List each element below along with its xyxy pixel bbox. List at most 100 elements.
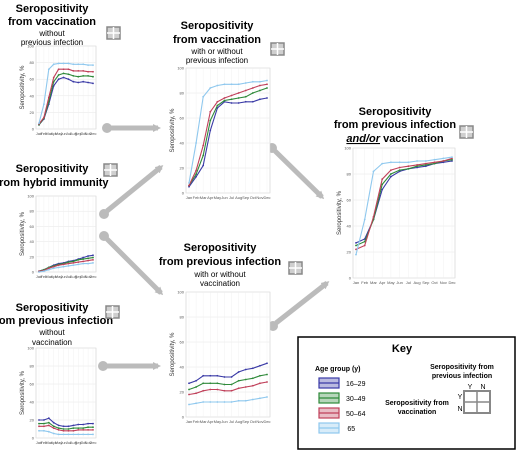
data-point [209,374,212,377]
data-point [230,401,233,403]
data-point [67,78,70,81]
data-point [244,100,247,103]
x-tick-label: Jan [36,274,42,279]
data-point [87,74,89,77]
panel-title: Seropositivity [16,163,90,175]
data-point [209,119,212,122]
x-tick-label: Dec [263,419,270,424]
arrow-origin-dot [99,209,109,219]
data-point [87,426,89,429]
y-tick-label: 100 [27,194,34,199]
data-point [62,72,65,75]
data-point [259,397,261,400]
data-point [266,79,268,82]
data-point [38,271,40,273]
data-point [237,399,240,402]
data-point [398,166,401,169]
data-point [77,433,80,436]
panel-inf-no-vacc: Seropositivity from previous infection w… [0,302,120,445]
data-point [57,427,60,429]
data-point [230,94,233,97]
data-point [72,63,75,66]
x-tick-label: Aug [70,131,77,136]
x-tick-label: Jan [186,195,192,200]
data-point [87,259,89,262]
chart-inf-any: 0 20 40 60 80 100 Jan Feb Mar Apr May Jun Jul Aug Sep O… [170,290,271,425]
data-point [209,110,212,113]
data-point [52,432,55,435]
data-point [251,92,254,94]
data-point [188,184,190,187]
data-point [209,87,212,89]
data-point [62,429,65,432]
data-point [52,267,55,270]
data-point [92,256,94,259]
series-line [188,97,268,188]
panel-title-line2: from previous infection [334,119,457,131]
y-tick-label: 40 [30,93,35,98]
data-point [216,388,219,391]
x-tick-label: Sep [75,440,83,445]
y-tick-label: 20 [30,254,35,259]
data-point [43,103,45,105]
data-point [77,63,80,66]
data-point [62,263,65,266]
x-tick-label: Dec [89,274,96,279]
data-point [67,429,70,432]
plot-area [352,147,456,279]
data-point [77,75,80,78]
key-quadrant-grid [463,390,491,414]
data-point [266,97,268,99]
data-point [202,374,205,377]
data-point [72,80,75,83]
panel-title: Seropositivity [16,3,90,15]
key-box: Key Age group (y) 16–29 30–49 50–64 65 Ser… [297,336,516,450]
data-point [251,87,254,89]
data-point [67,428,70,430]
y-tick-label: 60 [30,224,35,229]
x-tick-label: Jun [60,440,66,445]
data-point [266,373,268,376]
data-point [195,169,197,172]
data-point [433,158,436,161]
data-point [38,422,40,425]
x-tick-label: Nov [256,419,263,424]
x-tick-label: Jan [353,280,359,285]
x-tick-label: May [55,131,63,136]
data-point [251,100,254,103]
key-grid-row-y: Y [458,394,463,401]
x-tick-label: Oct [250,419,257,424]
x-tick-label: May [387,280,395,285]
data-point [87,262,89,265]
data-point [244,95,247,98]
x-tick-label: Dec [448,280,455,285]
data-point [82,258,85,260]
x-tick-label: Apr [51,274,58,279]
data-point [372,170,375,173]
series-line [188,362,268,384]
data-point [195,386,197,388]
data-point [244,89,247,92]
chart-inf-or-vacc: 0 20 40 60 80 100 Jan Feb Mar Apr May Jun Jul Aug Sep O… [337,146,456,286]
data-point [77,70,80,72]
data-point [237,387,240,390]
y-tick-label: 80 [30,60,35,65]
panel-title-line2: from previous infection [0,315,113,327]
data-point [237,97,240,99]
data-point [407,165,410,168]
key-grid-left-label-line2: vaccination [398,409,437,416]
panel-subtitle-line2: vaccination [200,279,240,288]
data-point [230,376,233,378]
data-point [230,102,233,104]
x-tick-label: Jun [396,280,402,285]
data-point [381,162,384,165]
x-tick-label: Feb [40,440,48,445]
data-point [82,260,85,263]
x-tick-label: Jul [229,195,234,200]
data-point [381,178,384,181]
data-point [398,170,401,173]
x-tick-label: Sep [75,274,83,279]
x-tick-label: Feb [361,280,369,285]
data-point [77,261,80,264]
